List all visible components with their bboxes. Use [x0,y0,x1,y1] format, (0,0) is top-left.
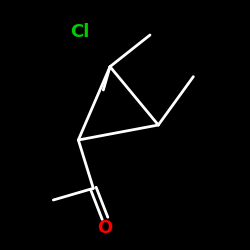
Text: O: O [98,219,112,237]
Text: Cl: Cl [70,23,90,41]
